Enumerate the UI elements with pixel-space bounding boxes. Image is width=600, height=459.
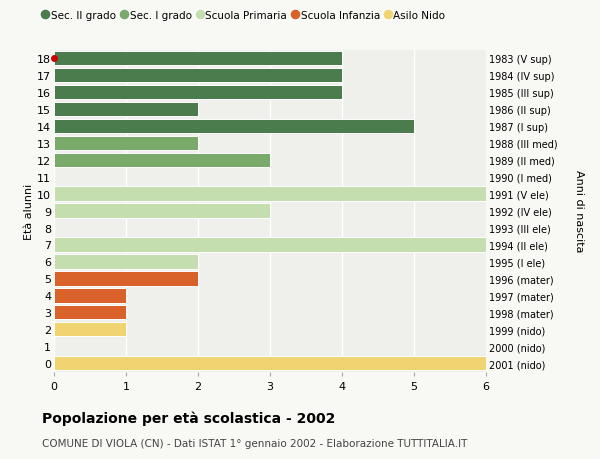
Bar bbox=[54, 204, 270, 218]
Bar bbox=[54, 305, 126, 320]
Bar bbox=[54, 238, 486, 252]
Bar bbox=[54, 255, 198, 269]
Bar bbox=[54, 136, 198, 151]
Legend: Sec. II grado, Sec. I grado, Scuola Primaria, Scuola Infanzia, Asilo Nido: Sec. II grado, Sec. I grado, Scuola Prim… bbox=[43, 11, 445, 21]
Y-axis label: Anni di nascita: Anni di nascita bbox=[574, 170, 584, 252]
Bar bbox=[54, 69, 342, 83]
Bar bbox=[54, 289, 126, 303]
Bar bbox=[54, 356, 486, 370]
Bar bbox=[54, 272, 198, 286]
Bar bbox=[54, 322, 126, 337]
Bar bbox=[54, 102, 198, 117]
Text: COMUNE DI VIOLA (CN) - Dati ISTAT 1° gennaio 2002 - Elaborazione TUTTITALIA.IT: COMUNE DI VIOLA (CN) - Dati ISTAT 1° gen… bbox=[42, 438, 467, 448]
Y-axis label: Età alunni: Età alunni bbox=[25, 183, 34, 239]
Bar bbox=[54, 153, 270, 168]
Bar bbox=[54, 52, 342, 66]
Bar bbox=[54, 85, 342, 100]
Bar bbox=[54, 119, 414, 134]
Bar bbox=[54, 187, 486, 202]
Text: Popolazione per età scolastica - 2002: Popolazione per età scolastica - 2002 bbox=[42, 411, 335, 425]
